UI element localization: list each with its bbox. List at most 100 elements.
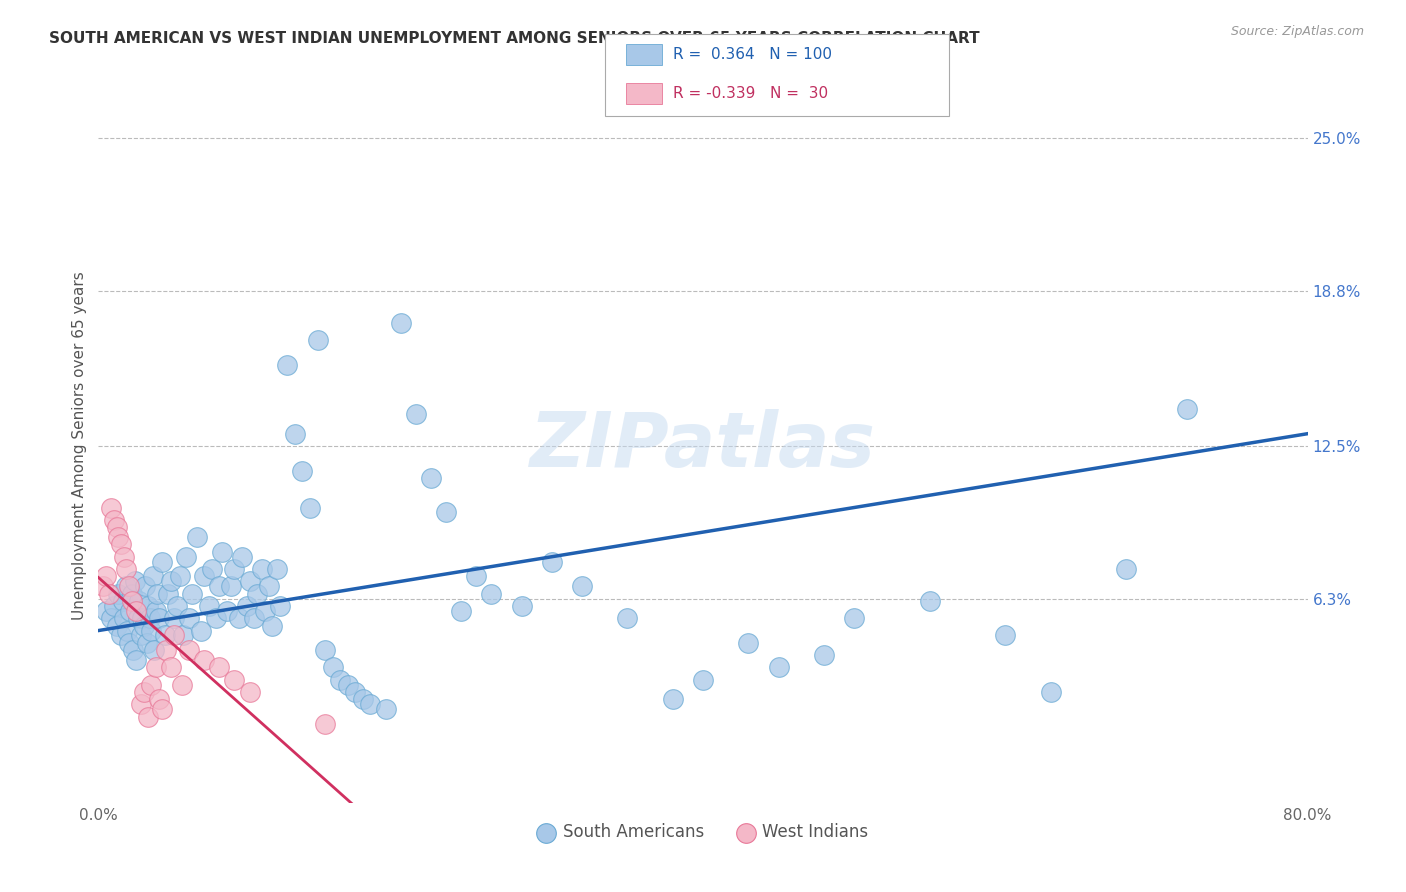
Point <box>134 579 156 593</box>
Point <box>344 685 367 699</box>
Point <box>145 660 167 674</box>
Point <box>163 611 186 625</box>
Point <box>160 574 183 589</box>
Point <box>235 599 257 613</box>
Point <box>291 464 314 478</box>
Point <box>179 643 201 657</box>
Point <box>146 587 169 601</box>
Point <box>193 653 215 667</box>
Point <box>250 562 273 576</box>
Legend: South Americans, West Indians: South Americans, West Indians <box>531 817 875 848</box>
Point <box>692 673 714 687</box>
Point <box>510 599 533 613</box>
Point <box>389 316 412 330</box>
Point <box>1175 402 1198 417</box>
Point <box>540 555 562 569</box>
Point <box>121 594 143 608</box>
Point <box>141 678 163 692</box>
Point <box>156 587 179 601</box>
Point <box>994 628 1017 642</box>
Point <box>91 579 114 593</box>
Point <box>100 611 122 625</box>
Point <box>307 333 329 347</box>
Point <box>115 624 138 638</box>
Point <box>224 562 246 576</box>
Point <box>181 587 204 601</box>
Point <box>179 611 201 625</box>
Point <box>1039 685 1062 699</box>
Point <box>148 692 170 706</box>
Point <box>107 530 129 544</box>
Point <box>737 636 759 650</box>
Point <box>231 549 253 564</box>
Point <box>221 579 243 593</box>
Point <box>174 549 197 564</box>
Point <box>269 599 291 613</box>
Point <box>616 611 638 625</box>
Point <box>139 611 162 625</box>
Point <box>150 555 173 569</box>
Point <box>142 569 165 583</box>
Point <box>120 604 142 618</box>
Point <box>197 599 219 613</box>
Point <box>131 611 153 625</box>
Point <box>239 574 262 589</box>
Point <box>253 604 276 618</box>
Point <box>205 611 228 625</box>
Point <box>405 407 427 421</box>
Point <box>98 587 121 601</box>
Point <box>132 685 155 699</box>
Point <box>239 685 262 699</box>
Y-axis label: Unemployment Among Seniors over 65 years: Unemployment Among Seniors over 65 years <box>72 272 87 620</box>
Point <box>118 579 141 593</box>
Point <box>193 569 215 583</box>
Text: ZIPatlas: ZIPatlas <box>530 409 876 483</box>
Point <box>150 702 173 716</box>
Point <box>155 643 177 657</box>
Point <box>103 599 125 613</box>
Point <box>208 660 231 674</box>
Point <box>169 569 191 583</box>
Point <box>465 569 488 583</box>
Point <box>94 604 117 618</box>
Point <box>243 611 266 625</box>
Point <box>129 628 152 642</box>
Point <box>135 636 157 650</box>
Point <box>111 594 134 608</box>
Point <box>153 628 176 642</box>
Point <box>94 569 117 583</box>
Point <box>314 643 336 657</box>
Point <box>224 673 246 687</box>
Point <box>918 594 941 608</box>
Point <box>360 698 382 712</box>
Text: R = -0.339   N =  30: R = -0.339 N = 30 <box>673 87 828 101</box>
Point <box>100 500 122 515</box>
Point <box>571 579 593 593</box>
Point <box>163 628 186 642</box>
Point <box>127 611 149 625</box>
Point <box>110 537 132 551</box>
Point <box>257 579 280 593</box>
Point <box>186 530 208 544</box>
Point <box>1115 562 1137 576</box>
Point <box>121 587 143 601</box>
Point <box>813 648 835 662</box>
Point <box>208 579 231 593</box>
Point <box>329 673 352 687</box>
Point <box>170 678 193 692</box>
Point <box>112 611 135 625</box>
Point <box>322 660 344 674</box>
Point <box>336 678 359 692</box>
Point <box>136 599 159 613</box>
Point <box>420 471 443 485</box>
Point <box>107 587 129 601</box>
Point <box>129 698 152 712</box>
Point <box>228 611 250 625</box>
Point <box>125 653 148 667</box>
Point <box>125 604 148 618</box>
Point <box>132 618 155 632</box>
Point <box>136 709 159 723</box>
Point <box>299 500 322 515</box>
Point <box>114 562 136 576</box>
Point <box>352 692 374 706</box>
